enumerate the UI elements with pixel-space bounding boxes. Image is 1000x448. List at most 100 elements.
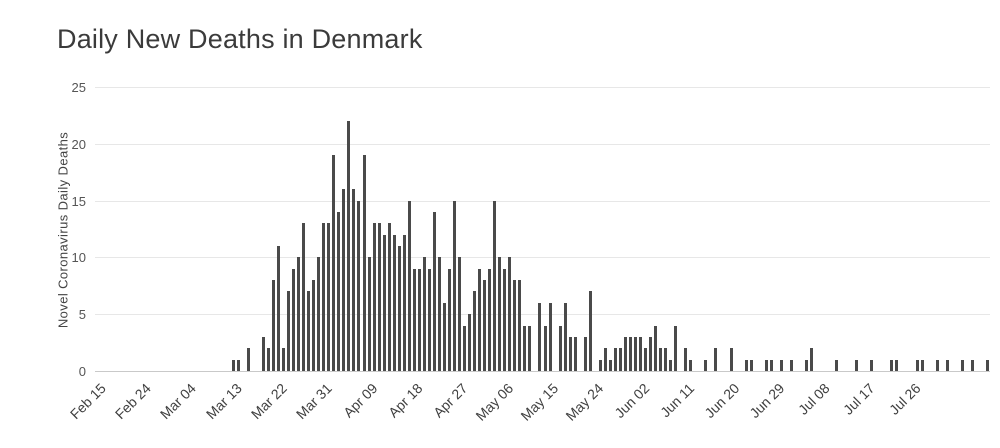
bar: [704, 359, 708, 371]
bar: [598, 359, 602, 371]
bar: [367, 257, 371, 371]
x-tick-label: Jun 11: [656, 380, 698, 421]
bar: [402, 234, 406, 371]
bar: [628, 336, 632, 371]
x-tick-label: May 15: [517, 380, 562, 424]
gridline: [95, 200, 990, 202]
gridline: [95, 143, 990, 145]
bar: [417, 268, 421, 371]
bar: [789, 359, 793, 371]
bar: [644, 348, 648, 371]
bar: [895, 359, 899, 371]
bar: [870, 359, 874, 371]
bar: [236, 359, 240, 371]
bar: [493, 200, 497, 371]
bar: [407, 200, 411, 371]
bar: [563, 302, 567, 371]
bar: [282, 348, 286, 371]
bar: [608, 359, 612, 371]
bar: [603, 348, 607, 371]
bar: [528, 325, 532, 371]
bar: [639, 336, 643, 371]
bar: [985, 359, 989, 371]
bar: [266, 348, 270, 371]
bar: [548, 302, 552, 371]
bar: [920, 359, 924, 371]
bar: [513, 280, 517, 371]
x-tick-label: Jul 26: [885, 380, 924, 418]
bar: [478, 268, 482, 371]
bar: [463, 325, 467, 371]
y-tick-label: 0: [78, 364, 86, 379]
bar: [292, 268, 296, 371]
x-tick-label: Feb 24: [111, 380, 155, 423]
bar: [810, 348, 813, 371]
bar: [538, 302, 542, 371]
bar: [307, 291, 311, 371]
x-axis-line: [95, 371, 990, 372]
gridline: [95, 314, 990, 316]
bar: [322, 223, 326, 371]
plot-area: [95, 87, 990, 372]
bar: [397, 246, 401, 371]
bar: [583, 336, 587, 371]
bar: [835, 359, 839, 371]
bar: [352, 189, 356, 371]
chart-title: Daily New Deaths in Denmark: [57, 24, 423, 54]
bar: [437, 257, 441, 371]
bar: [769, 359, 773, 371]
bar: [568, 336, 572, 371]
bar: [432, 211, 436, 371]
bar: [573, 336, 577, 371]
bar: [935, 359, 939, 371]
bar: [729, 348, 733, 371]
bar: [779, 359, 783, 371]
bar: [473, 291, 477, 371]
bar: [674, 325, 678, 371]
bar: [588, 291, 592, 371]
x-tick-label: Apr 18: [385, 380, 426, 421]
bar: [246, 348, 250, 371]
bar: [327, 223, 331, 371]
bar: [508, 257, 512, 371]
bar: [558, 325, 562, 371]
bar: [659, 348, 663, 371]
bar: [317, 257, 321, 371]
bar: [347, 121, 351, 371]
bar: [287, 291, 291, 371]
bar: [488, 268, 492, 371]
x-tick-label: May 24: [562, 380, 607, 424]
bar: [804, 359, 808, 371]
bar: [855, 359, 859, 371]
bar: [503, 268, 507, 371]
bar: [623, 336, 627, 371]
bar: [764, 359, 768, 371]
x-tick-label: Apr 09: [339, 380, 381, 421]
gridline: [95, 257, 990, 259]
x-tick-label: Mar 31: [292, 380, 336, 423]
bar: [613, 348, 617, 371]
bar: [422, 257, 426, 371]
bar: [362, 155, 366, 371]
bar: [332, 155, 336, 371]
bar: [387, 223, 391, 371]
x-tick-label: Jun 20: [701, 380, 743, 422]
bar: [649, 336, 653, 371]
bar: [970, 359, 974, 371]
bar: [442, 302, 446, 371]
x-tick-label: Jun 29: [746, 380, 788, 422]
gridline: [95, 87, 990, 88]
bar: [749, 359, 753, 371]
x-tick-label: Jun 02: [610, 380, 652, 422]
bar: [382, 234, 386, 371]
x-tick-label: Jul 08: [795, 380, 833, 418]
y-tick-label: 25: [71, 80, 86, 95]
bar: [312, 280, 316, 371]
bar: [372, 223, 376, 371]
bar: [231, 359, 235, 371]
bar: [342, 189, 346, 371]
bar: [271, 280, 275, 371]
bar: [714, 348, 718, 371]
bar: [498, 257, 502, 371]
bar: [618, 348, 622, 371]
